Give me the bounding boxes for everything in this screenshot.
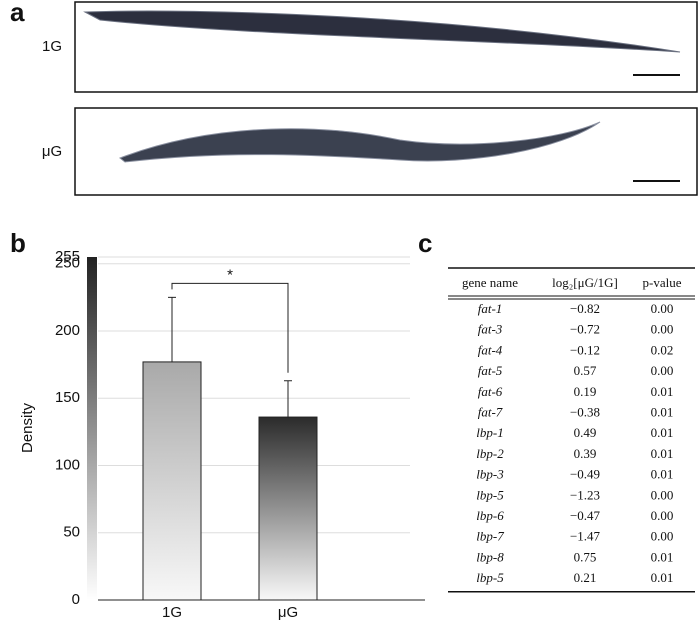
table-cell: lbp-6 xyxy=(476,508,504,523)
significance-mark: * xyxy=(227,266,233,283)
table-cell: 0.75 xyxy=(574,549,597,564)
table-cell: 0.02 xyxy=(651,342,674,357)
table-cell: 0.39 xyxy=(574,446,597,461)
table-cell: −1.47 xyxy=(570,529,601,544)
table-cell: fat-6 xyxy=(478,384,503,399)
y-axis-label: Density xyxy=(19,402,36,453)
error-bar xyxy=(284,380,292,418)
table-cell: 0.00 xyxy=(651,508,674,523)
table-cell: fat-3 xyxy=(478,322,503,337)
table-cell: −0.47 xyxy=(570,508,601,523)
bar xyxy=(142,361,202,601)
significance-bracket xyxy=(171,282,289,373)
table-cell: −1.23 xyxy=(570,487,600,502)
table-header: gene name xyxy=(462,275,518,290)
worm-image xyxy=(119,121,601,163)
y-tick-label: 50 xyxy=(63,524,80,541)
table-cell: 0.01 xyxy=(651,425,674,440)
table-cell: −0.49 xyxy=(570,467,600,482)
table-cell: 0.57 xyxy=(574,363,597,378)
table-cell: 0.01 xyxy=(651,404,674,419)
table-cell: −0.38 xyxy=(570,404,600,419)
table-cell: 0.00 xyxy=(651,301,674,316)
table-cell: fat-7 xyxy=(478,404,503,419)
y-tick-label: 200 xyxy=(55,322,80,339)
table-cell: lbp-1 xyxy=(476,425,503,440)
table-cell: lbp-5 xyxy=(476,570,504,585)
table-cell: lbp-3 xyxy=(476,467,504,482)
table-cell: −0.12 xyxy=(570,342,600,357)
x-tick-label: 1G xyxy=(162,604,182,621)
color-scale xyxy=(87,257,97,600)
x-tick-label: μG xyxy=(278,604,298,621)
table-cell: lbp-8 xyxy=(476,549,504,564)
y-tick-label: 0 xyxy=(72,591,80,608)
table: gene name log₂[μG/1G] p-value fat-1 −0.82 0.0… xyxy=(448,267,695,593)
table-cell: 0.01 xyxy=(651,384,674,399)
table-header: log₂[μG/1G] xyxy=(552,275,618,290)
table-cell: 0.19 xyxy=(574,384,597,399)
image-label: 1G xyxy=(42,38,62,55)
error-bar xyxy=(168,296,176,362)
table-cell: fat-5 xyxy=(478,363,503,378)
y-tick-label: 150 xyxy=(55,389,80,406)
image-label: μG xyxy=(42,143,62,160)
table-header: p-value xyxy=(643,275,682,290)
table-cell: −0.72 xyxy=(570,322,600,337)
table-cell: lbp-2 xyxy=(476,446,504,461)
y-tick-label: 100 xyxy=(55,456,80,473)
table-cell: 0.01 xyxy=(651,467,674,482)
bar xyxy=(258,416,318,601)
worm-image xyxy=(83,10,681,53)
table-cell: lbp-7 xyxy=(476,529,504,544)
table-cell: 0.00 xyxy=(651,487,674,502)
table-cell: 0.21 xyxy=(574,570,597,585)
table-cell: 0.49 xyxy=(574,425,597,440)
table-cell: fat-4 xyxy=(478,342,503,357)
table-cell: lbp-5 xyxy=(476,487,504,502)
y-tick-label: 255 xyxy=(55,248,80,265)
table-cell: 0.00 xyxy=(651,529,674,544)
table-cell: −0.82 xyxy=(570,301,600,316)
table-cell: fat-1 xyxy=(478,301,503,316)
y-tick-label: 250 xyxy=(55,255,80,272)
table-cell: 0.00 xyxy=(651,363,674,378)
panel-label: c xyxy=(418,228,432,258)
table-cell: 0.01 xyxy=(651,570,674,585)
table-cell: 0.01 xyxy=(651,446,674,461)
panel-label: b xyxy=(10,228,26,258)
panel-label: a xyxy=(10,0,25,27)
table-cell: 0.01 xyxy=(651,549,674,564)
table-cell: 0.00 xyxy=(651,322,674,337)
